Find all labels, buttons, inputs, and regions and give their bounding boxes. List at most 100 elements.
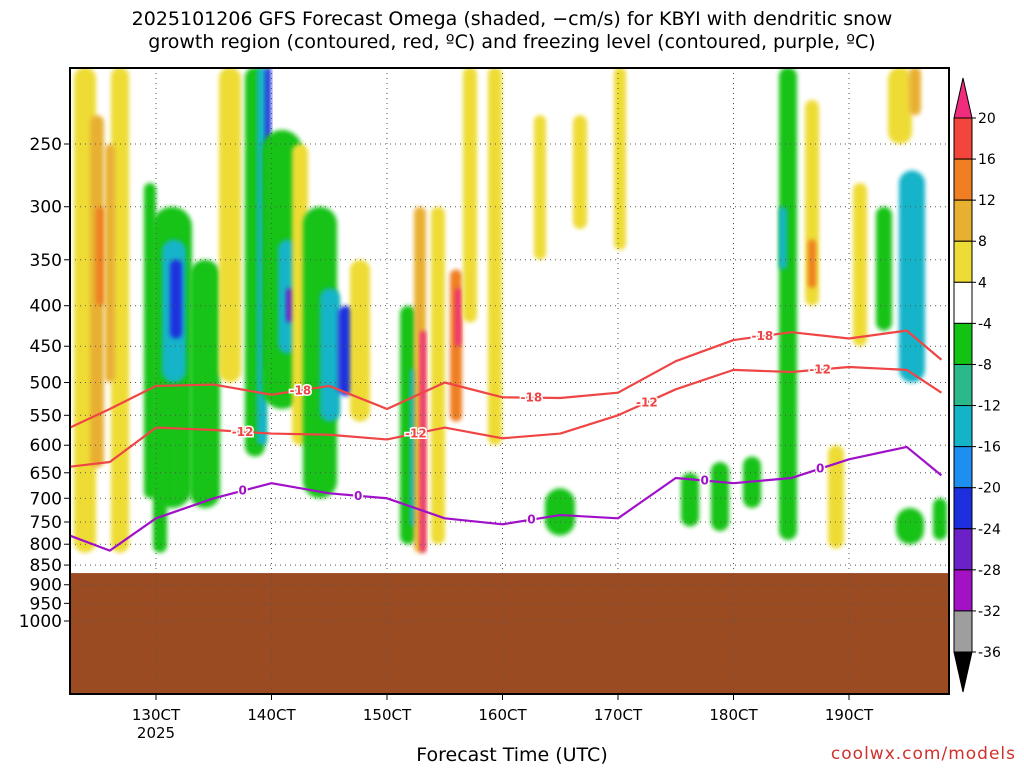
contour-line bbox=[70, 445, 943, 552]
omega-shade bbox=[779, 206, 787, 270]
colorbar-label: 20 bbox=[978, 111, 996, 127]
chart-title-line-1: 2025101206 GFS Forecast Omega (shaded, −… bbox=[131, 8, 893, 30]
colorbar-segment bbox=[953, 158, 973, 201]
y-tick-label: 800 bbox=[30, 535, 62, 555]
y-tick-label: 400 bbox=[30, 297, 62, 317]
omega-shade bbox=[779, 68, 797, 540]
contour-label: 0 bbox=[354, 489, 362, 503]
colorbar-segment bbox=[953, 405, 973, 448]
colorbar-label: 16 bbox=[978, 152, 996, 168]
omega-shade bbox=[111, 68, 129, 553]
colorbar-label: -16 bbox=[978, 440, 1001, 456]
colorbar-label: -4 bbox=[978, 316, 992, 332]
omega-shade bbox=[933, 498, 947, 540]
colorbar-segment bbox=[953, 117, 973, 160]
contour-label: -18 bbox=[752, 329, 774, 343]
contour-label: 0 bbox=[816, 462, 824, 476]
contour-label: 0 bbox=[238, 484, 246, 498]
colorbar-label: -28 bbox=[978, 563, 1001, 579]
contour-label: 0 bbox=[700, 474, 708, 488]
omega-shade bbox=[431, 206, 445, 545]
colorbar-segment bbox=[953, 281, 973, 324]
contour-label: -12 bbox=[636, 395, 658, 409]
colorbar-label: -36 bbox=[978, 645, 1001, 661]
y-tick-label: 600 bbox=[30, 436, 62, 456]
omega-shade bbox=[350, 259, 370, 422]
x-tick-label: 180CT bbox=[709, 706, 758, 724]
x-tick-label: 130CT bbox=[132, 706, 181, 724]
omega-shade bbox=[463, 68, 477, 323]
chart-title-line-2: growth region (contoured, red, ºC) and f… bbox=[148, 31, 876, 53]
omega-shade bbox=[420, 330, 426, 553]
y-tick-label: 550 bbox=[30, 406, 62, 426]
colorbar-segment bbox=[953, 446, 973, 489]
colorbar-label: -20 bbox=[978, 481, 1001, 497]
y-tick-label: 1000 bbox=[19, 612, 62, 632]
contour-label: -18 bbox=[290, 383, 312, 397]
omega-shade bbox=[170, 259, 182, 339]
omega-shade bbox=[899, 170, 925, 383]
colorbar-label: -32 bbox=[978, 604, 1001, 620]
y-tick-label: 500 bbox=[30, 374, 62, 394]
contour-line bbox=[70, 365, 943, 468]
contour-label: -12 bbox=[405, 427, 427, 441]
x-axis-label: Forecast Time (UTC) bbox=[416, 744, 608, 766]
omega-shade bbox=[219, 68, 241, 383]
omega-shade bbox=[828, 445, 844, 549]
omega-shade bbox=[896, 507, 924, 545]
colorbar-label: -8 bbox=[978, 357, 992, 373]
omega-shade bbox=[153, 445, 167, 553]
omega-shade bbox=[909, 68, 921, 116]
omega-shade bbox=[545, 488, 575, 536]
x-tick-label: 190CT bbox=[825, 706, 874, 724]
contour-label: -18 bbox=[521, 391, 543, 405]
y-tick-label: 300 bbox=[30, 198, 62, 218]
omega-shade bbox=[573, 115, 587, 229]
x-tick-label: 150CT bbox=[363, 706, 412, 724]
colorbar-label: 4 bbox=[978, 275, 987, 291]
colorbar-segment bbox=[953, 487, 973, 530]
y-tick-label: 950 bbox=[30, 594, 62, 614]
x-tick-label: 140CT bbox=[247, 706, 296, 724]
y-tick-label: 650 bbox=[30, 464, 62, 484]
omega-shade bbox=[808, 239, 816, 289]
colorbar-bottom-triangle bbox=[953, 651, 973, 693]
y-tick-label: 350 bbox=[30, 251, 62, 271]
x-tick-sublabel: 2025 bbox=[137, 724, 175, 742]
contour-label: 0 bbox=[527, 513, 535, 527]
omega-shade bbox=[534, 115, 546, 260]
omega-shade bbox=[96, 206, 104, 306]
y-tick-label: 900 bbox=[30, 576, 62, 596]
y-tick-label: 250 bbox=[30, 135, 62, 155]
y-tick-label: 750 bbox=[30, 513, 62, 533]
omega-shade bbox=[488, 68, 502, 446]
ground-fill bbox=[70, 573, 949, 694]
colorbar-segment bbox=[953, 363, 973, 407]
omega-shade bbox=[876, 206, 892, 331]
colorbar-segment bbox=[953, 322, 973, 365]
omega-shade bbox=[853, 182, 867, 347]
omega-shade bbox=[105, 144, 115, 383]
y-tick-label: 700 bbox=[30, 489, 62, 509]
colorbar-label: -12 bbox=[978, 399, 1001, 415]
omega-shade bbox=[614, 68, 626, 250]
source-watermark: coolwx.com/models bbox=[830, 744, 1016, 764]
contour-label: -12 bbox=[809, 363, 831, 377]
colorbar-top-triangle bbox=[953, 77, 973, 119]
x-tick-label: 170CT bbox=[594, 706, 643, 724]
y-tick-label: 850 bbox=[30, 556, 62, 576]
colorbar-segment bbox=[953, 610, 973, 653]
omega-shade bbox=[888, 68, 912, 144]
contour-line bbox=[70, 329, 943, 429]
colorbar-segment bbox=[953, 569, 973, 612]
omega-shade bbox=[711, 462, 729, 532]
y-tick-label: 450 bbox=[30, 337, 62, 357]
colorbar-label: 8 bbox=[978, 234, 987, 250]
omega-shade bbox=[320, 288, 340, 422]
colorbar-label: 12 bbox=[978, 193, 996, 209]
omega-shade bbox=[455, 288, 461, 347]
colorbar-segment bbox=[953, 528, 973, 571]
omega-shade bbox=[681, 472, 699, 527]
colorbar-segment bbox=[953, 199, 973, 242]
